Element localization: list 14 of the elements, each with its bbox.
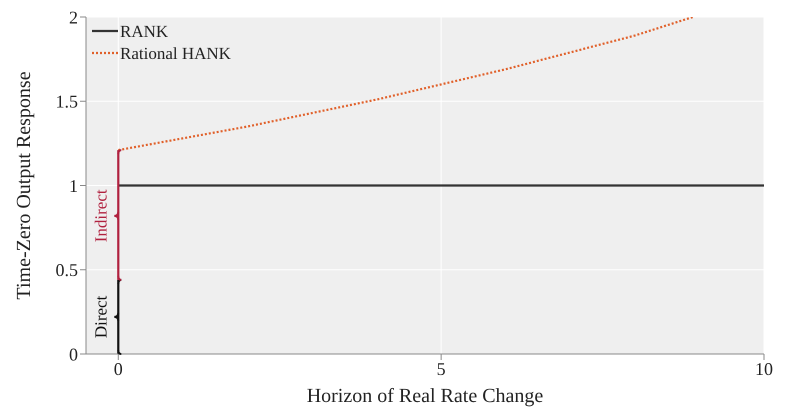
y-tick-label: 1 [69, 176, 78, 196]
y-tick-label: 0 [69, 344, 78, 364]
x-tick-label: 10 [755, 358, 773, 379]
x-tick-label: 0 [114, 358, 123, 379]
y-tick-label: 2 [69, 7, 78, 28]
annotation: Indirect [91, 189, 110, 242]
x-axis-title: Horizon of Real Rate Change [306, 385, 544, 407]
y-axis-title: Time-Zero Output Response [13, 71, 35, 300]
y-tick-label: 0.5 [56, 260, 78, 280]
annotation: Direct [91, 295, 110, 338]
legend-label: Rational HANK [120, 44, 232, 63]
y-tick-label: 1.5 [56, 92, 78, 112]
legend-label: RANK [120, 22, 169, 41]
x-tick-label: 5 [436, 358, 446, 379]
